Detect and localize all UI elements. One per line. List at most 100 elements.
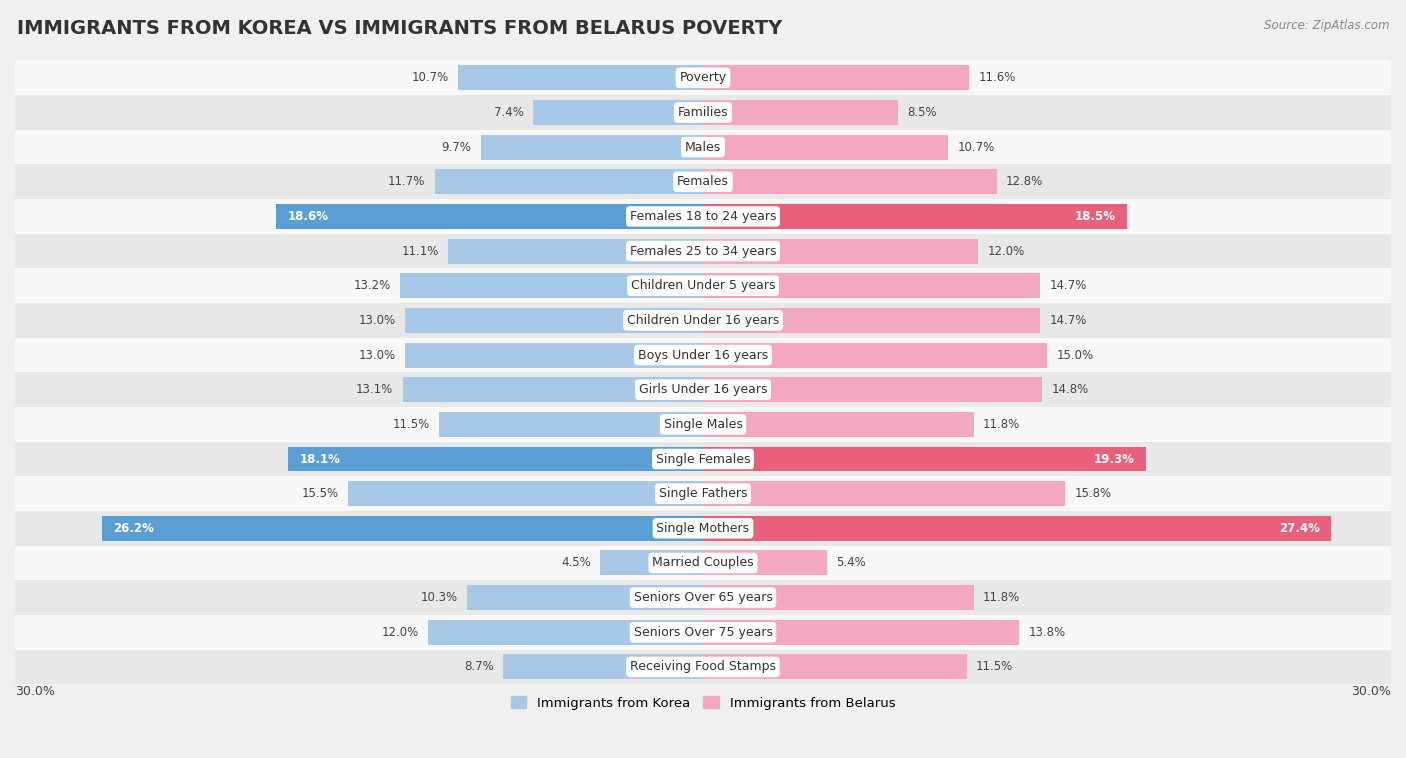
- Text: Females: Females: [678, 175, 728, 188]
- Text: 12.8%: 12.8%: [1005, 175, 1043, 188]
- Bar: [15, 372, 1391, 407]
- Bar: [703, 412, 973, 437]
- Text: 12.0%: 12.0%: [381, 626, 419, 639]
- Text: 13.8%: 13.8%: [1029, 626, 1066, 639]
- Bar: [15, 268, 1391, 303]
- Text: 13.0%: 13.0%: [359, 314, 395, 327]
- Text: 19.3%: 19.3%: [1094, 453, 1135, 465]
- Bar: [703, 273, 1040, 298]
- Text: Children Under 5 years: Children Under 5 years: [631, 279, 775, 293]
- Bar: [703, 585, 973, 610]
- Text: 11.5%: 11.5%: [976, 660, 1014, 673]
- Text: Seniors Over 75 years: Seniors Over 75 years: [634, 626, 772, 639]
- Text: 15.8%: 15.8%: [1074, 487, 1112, 500]
- Legend: Immigrants from Korea, Immigrants from Belarus: Immigrants from Korea, Immigrants from B…: [505, 691, 901, 715]
- Text: 11.1%: 11.1%: [402, 245, 439, 258]
- Text: Single Females: Single Females: [655, 453, 751, 465]
- Text: 15.0%: 15.0%: [1056, 349, 1094, 362]
- Text: Females 25 to 34 years: Females 25 to 34 years: [630, 245, 776, 258]
- Text: 10.7%: 10.7%: [957, 141, 995, 154]
- Text: Single Fathers: Single Fathers: [659, 487, 747, 500]
- Bar: [703, 620, 1019, 645]
- Text: 27.4%: 27.4%: [1279, 522, 1320, 535]
- Text: 11.8%: 11.8%: [983, 591, 1019, 604]
- Text: 7.4%: 7.4%: [495, 106, 524, 119]
- Text: 4.5%: 4.5%: [561, 556, 591, 569]
- Bar: [277, 204, 703, 229]
- Text: 13.2%: 13.2%: [354, 279, 391, 293]
- Text: 18.5%: 18.5%: [1074, 210, 1116, 223]
- Bar: [15, 338, 1391, 372]
- Bar: [703, 481, 1066, 506]
- Text: 11.5%: 11.5%: [392, 418, 430, 431]
- Text: 10.7%: 10.7%: [411, 71, 449, 84]
- Text: 14.7%: 14.7%: [1049, 314, 1087, 327]
- Bar: [703, 135, 949, 160]
- Bar: [703, 550, 827, 575]
- Text: 8.5%: 8.5%: [907, 106, 936, 119]
- Bar: [15, 581, 1391, 615]
- Bar: [703, 239, 979, 264]
- Bar: [402, 377, 703, 402]
- Bar: [15, 546, 1391, 581]
- Text: 14.8%: 14.8%: [1052, 384, 1088, 396]
- Text: 30.0%: 30.0%: [15, 685, 55, 698]
- Text: Seniors Over 65 years: Seniors Over 65 years: [634, 591, 772, 604]
- Text: 15.5%: 15.5%: [301, 487, 339, 500]
- Bar: [347, 481, 703, 506]
- Bar: [15, 164, 1391, 199]
- Bar: [533, 100, 703, 125]
- Text: 18.6%: 18.6%: [288, 210, 329, 223]
- Text: Married Couples: Married Couples: [652, 556, 754, 569]
- Text: Receiving Food Stamps: Receiving Food Stamps: [630, 660, 776, 673]
- Bar: [15, 303, 1391, 338]
- Bar: [15, 61, 1391, 96]
- Text: 8.7%: 8.7%: [464, 660, 495, 673]
- Bar: [405, 343, 703, 368]
- Bar: [703, 654, 967, 679]
- Bar: [15, 233, 1391, 268]
- Bar: [703, 516, 1331, 540]
- Bar: [703, 343, 1047, 368]
- Bar: [703, 100, 898, 125]
- Text: Families: Families: [678, 106, 728, 119]
- Text: Males: Males: [685, 141, 721, 154]
- Text: 18.1%: 18.1%: [299, 453, 340, 465]
- Text: 14.7%: 14.7%: [1049, 279, 1087, 293]
- Bar: [15, 511, 1391, 546]
- Text: Single Males: Single Males: [664, 418, 742, 431]
- Bar: [703, 446, 1146, 471]
- Bar: [401, 273, 703, 298]
- Text: 10.3%: 10.3%: [420, 591, 457, 604]
- Text: Single Mothers: Single Mothers: [657, 522, 749, 535]
- Bar: [15, 650, 1391, 684]
- Bar: [503, 654, 703, 679]
- Bar: [15, 476, 1391, 511]
- Bar: [703, 169, 997, 194]
- Bar: [15, 442, 1391, 476]
- Text: Girls Under 16 years: Girls Under 16 years: [638, 384, 768, 396]
- Bar: [427, 620, 703, 645]
- Text: Poverty: Poverty: [679, 71, 727, 84]
- Bar: [103, 516, 703, 540]
- Bar: [434, 169, 703, 194]
- Bar: [15, 407, 1391, 442]
- Bar: [600, 550, 703, 575]
- Text: 5.4%: 5.4%: [837, 556, 866, 569]
- Text: 26.2%: 26.2%: [114, 522, 155, 535]
- Bar: [15, 199, 1391, 233]
- Text: 9.7%: 9.7%: [441, 141, 471, 154]
- Text: Females 18 to 24 years: Females 18 to 24 years: [630, 210, 776, 223]
- Text: 11.6%: 11.6%: [979, 71, 1015, 84]
- Bar: [15, 130, 1391, 164]
- Bar: [15, 615, 1391, 650]
- Bar: [467, 585, 703, 610]
- Text: 13.0%: 13.0%: [359, 349, 395, 362]
- Bar: [481, 135, 703, 160]
- Bar: [703, 204, 1128, 229]
- Text: IMMIGRANTS FROM KOREA VS IMMIGRANTS FROM BELARUS POVERTY: IMMIGRANTS FROM KOREA VS IMMIGRANTS FROM…: [17, 19, 782, 38]
- Text: 13.1%: 13.1%: [356, 384, 394, 396]
- Bar: [15, 96, 1391, 130]
- Text: 12.0%: 12.0%: [987, 245, 1025, 258]
- Bar: [439, 412, 703, 437]
